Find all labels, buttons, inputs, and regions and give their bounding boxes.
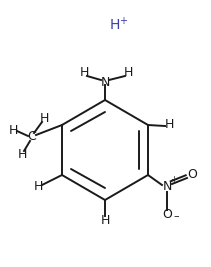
Text: C: C: [28, 131, 36, 143]
Text: H: H: [100, 214, 110, 226]
Text: H: H: [79, 66, 89, 80]
Text: N: N: [162, 180, 172, 194]
Text: H: H: [39, 112, 49, 124]
Text: O: O: [162, 209, 172, 222]
Text: –: –: [173, 211, 179, 221]
Text: H: H: [110, 18, 120, 32]
Text: H: H: [8, 124, 18, 136]
Text: +: +: [119, 16, 127, 26]
Text: H: H: [33, 180, 43, 194]
Text: H: H: [164, 119, 174, 132]
Text: O: O: [187, 168, 197, 182]
Text: H: H: [17, 148, 27, 162]
Text: H: H: [123, 66, 133, 80]
Text: +: +: [170, 175, 177, 184]
Text: N: N: [100, 76, 110, 88]
